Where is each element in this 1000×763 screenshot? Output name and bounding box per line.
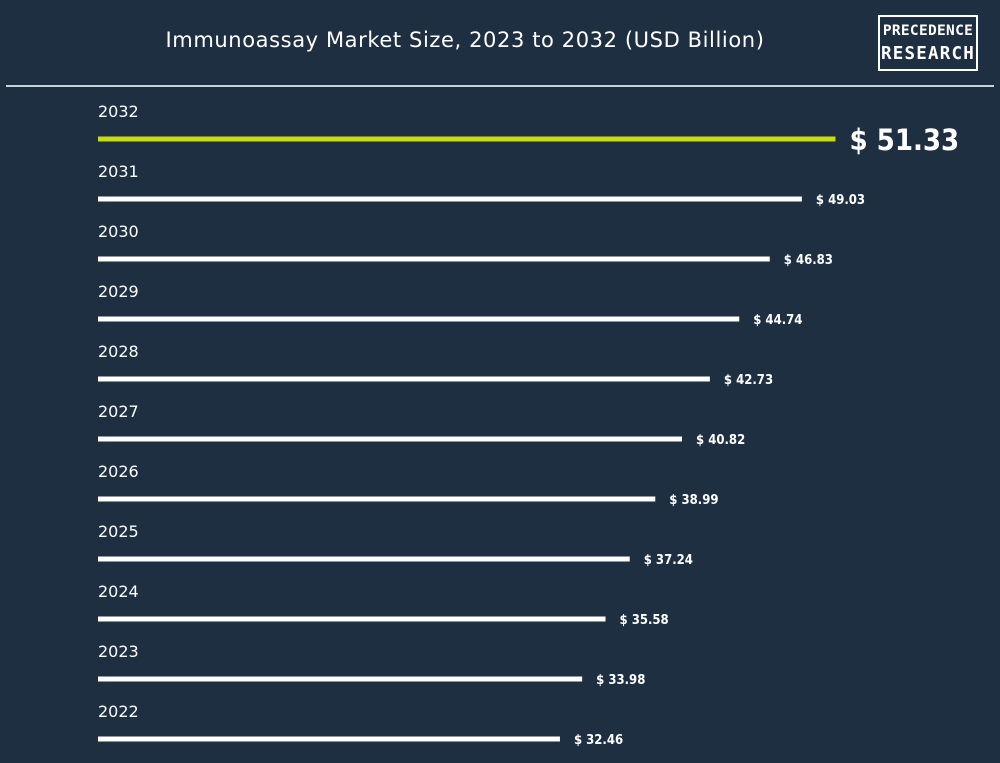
year-label-2030: 2030 xyxy=(98,222,139,241)
bar-2029 xyxy=(98,316,740,322)
chart-title: Immunoassay Market Size, 2023 to 2032 (U… xyxy=(165,28,765,52)
header-divider xyxy=(6,85,994,87)
bar-2028 xyxy=(98,376,710,382)
year-label-2027: 2027 xyxy=(98,402,139,421)
year-label-2028: 2028 xyxy=(98,342,139,361)
year-label-2023: 2023 xyxy=(98,642,139,661)
bar-2022 xyxy=(98,736,560,742)
year-label-2024: 2024 xyxy=(98,582,139,601)
value-label-2026: $ 38.99 xyxy=(669,493,718,508)
bar-2030 xyxy=(98,256,770,262)
year-label-2025: 2025 xyxy=(98,522,139,541)
year-label-2031: 2031 xyxy=(98,162,139,181)
value-label-2025: $ 37.24 xyxy=(644,553,693,568)
logo-line-2: RESEARCH xyxy=(881,44,975,64)
bar-2027 xyxy=(98,436,682,442)
year-label-2022: 2022 xyxy=(98,702,139,721)
bar-2032 xyxy=(98,136,836,142)
year-label-2026: 2026 xyxy=(98,462,139,481)
value-label-2031: $ 49.03 xyxy=(816,193,865,208)
bar-2031 xyxy=(98,196,802,202)
bar-2025 xyxy=(98,556,630,562)
year-label-2029: 2029 xyxy=(98,282,139,301)
logo-line-1: PRECEDENCE xyxy=(882,23,974,39)
value-label-2030: $ 46.83 xyxy=(784,253,833,268)
value-label-2022: $ 32.46 xyxy=(574,733,623,748)
year-label-2032: 2032 xyxy=(98,102,139,121)
bar-2026 xyxy=(98,496,656,502)
value-label-2023: $ 33.98 xyxy=(596,673,645,688)
value-label-2024: $ 35.58 xyxy=(619,613,668,628)
value-label-2029: $ 44.74 xyxy=(753,313,802,328)
brand-logo: PRECEDENCE RESEARCH xyxy=(878,15,978,71)
value-label-2028: $ 42.73 xyxy=(724,373,773,388)
bar-2023 xyxy=(98,676,583,682)
value-label-2027: $ 40.82 xyxy=(696,433,745,448)
bar-2024 xyxy=(98,616,606,622)
value-label-2032: $ 51.33 xyxy=(849,123,959,157)
